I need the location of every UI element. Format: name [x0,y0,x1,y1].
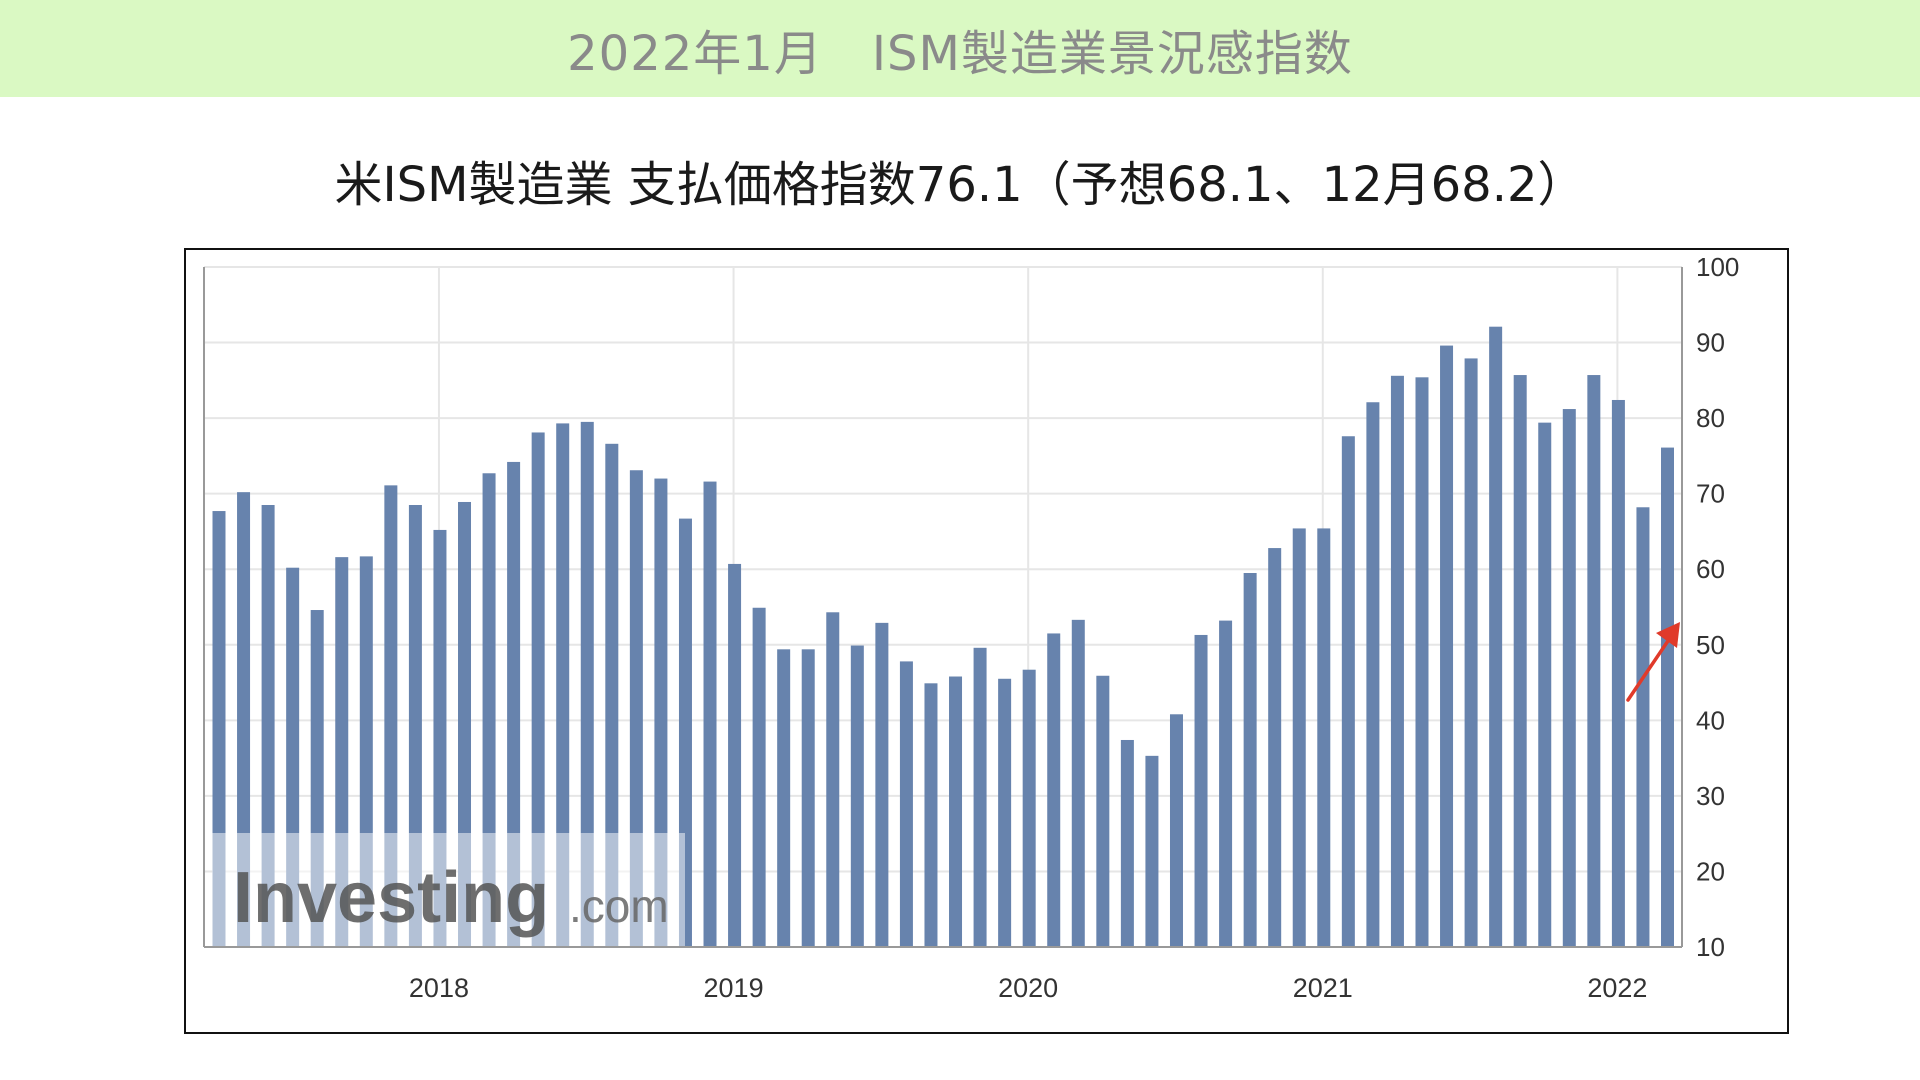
y-tick-label: 10 [1696,932,1725,962]
y-axis: 100 90 80 70 60 50 40 30 20 10 [203,252,1739,962]
bar [1268,548,1282,947]
bar [1120,739,1134,947]
bar [1661,447,1674,947]
bar [777,649,791,947]
bar [1194,634,1208,947]
watermark-bg [212,833,685,947]
bar [973,647,987,947]
header-banner: 2022年1月 ISM製造業景況感指数 [0,0,1920,97]
bar [605,443,619,947]
x-tick-label: 2022 [1587,973,1647,1003]
bar [1636,507,1650,947]
bar [1317,528,1331,947]
bar [1071,619,1085,947]
bar [924,683,938,947]
y-tick-label: 80 [1696,403,1725,433]
bar [1047,633,1061,947]
bar [752,607,766,947]
bar [949,676,963,947]
bar-chart: Investing .com 100 90 80 70 60 50 40 30 20 10 2018… [203,252,1739,1003]
banner-title: 2022年1月 ISM製造業景況感指数 [567,25,1353,82]
bar [998,678,1012,947]
y-tick-label: 40 [1696,705,1725,735]
bar [801,649,815,947]
bar [1611,399,1625,947]
x-tick-label: 2020 [998,973,1058,1003]
y-tick-label: 70 [1696,479,1725,509]
bar [850,645,864,947]
watermark: Investing .com [212,833,685,947]
bar [1243,573,1257,947]
y-tick-label: 100 [1696,252,1739,282]
chart-frame: Investing .com 100 90 80 70 60 50 40 30 20 10 2018… [184,248,1789,1034]
bar [1366,402,1380,947]
bar [1538,422,1552,948]
bar [703,481,717,947]
y-tick-label: 60 [1696,554,1725,584]
bar [728,563,742,947]
bar [1341,436,1355,947]
y-tick-label: 30 [1696,781,1725,811]
bar [1489,326,1503,947]
bar [1292,528,1306,947]
bar [1169,714,1183,947]
bar [629,470,643,947]
bar [899,661,913,947]
bar [384,485,398,947]
arrow-shaft [1626,630,1676,702]
y-tick-label: 20 [1696,856,1725,886]
bar [1415,377,1429,947]
bar [556,423,570,947]
y-tick-label: 90 [1696,328,1725,358]
bar [875,622,889,947]
bar [1440,345,1454,947]
watermark-brand: Investing [233,858,549,938]
bar [507,461,521,947]
x-tick-label: 2019 [704,973,764,1003]
bar [1587,375,1601,947]
bar [654,478,668,947]
bar [531,432,545,947]
x-tick-label: 2021 [1293,973,1353,1003]
bar [1022,669,1036,947]
x-tick-label: 2018 [409,973,469,1003]
bar [1219,620,1233,947]
bar [1096,675,1110,947]
chart-subtitle: 米ISM製造業 支払価格指数76.1（予想68.1、12月68.2） [334,157,1586,213]
watermark-suffix: .com [569,880,669,932]
bar [1145,755,1159,947]
x-axis: 2018 2019 2020 2021 2022 [409,973,1648,1003]
bar [1562,409,1576,947]
arrow-head [1656,622,1680,648]
trend-arrow [1626,622,1680,702]
bar [482,473,496,947]
bar [580,421,594,947]
bar [1464,358,1478,947]
bar [826,612,840,947]
bar [1390,375,1404,947]
bar [1513,375,1527,947]
y-tick-label: 50 [1696,630,1725,660]
